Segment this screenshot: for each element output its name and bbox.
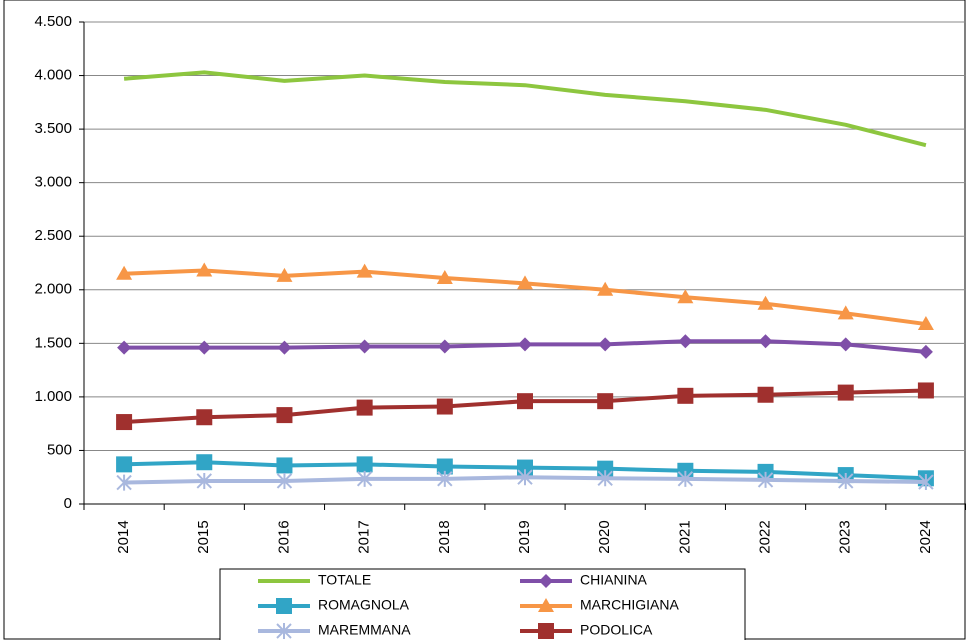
legend-label: MAREMMANA: [318, 622, 411, 638]
legend-marker: [538, 598, 554, 612]
data-marker: [277, 340, 292, 355]
y-tick-label: 3.500: [34, 120, 72, 137]
data-marker: [757, 471, 774, 488]
legend-marker: [276, 598, 292, 614]
data-marker: [436, 398, 453, 415]
x-tick-label: 2017: [356, 520, 373, 553]
data-marker: [597, 460, 614, 477]
x-tick-label: 2014: [115, 520, 132, 553]
data-marker: [758, 334, 773, 349]
data-marker: [117, 340, 132, 355]
legend: TOTALE CHIANINA ROMAGNOLA MARCHIGIANA MAREMM…: [219, 568, 746, 640]
legend-label: MARCHIGIANA: [580, 597, 679, 613]
x-tick-label: 2021: [676, 520, 693, 553]
data-marker: [276, 267, 293, 282]
data-marker: [837, 384, 854, 401]
data-marker: [677, 289, 694, 304]
data-marker: [597, 281, 614, 296]
data-marker: [196, 409, 213, 426]
data-marker: [356, 399, 373, 416]
legend-label: CHIANINA: [580, 572, 648, 588]
data-marker: [837, 305, 854, 320]
data-marker: [437, 339, 452, 354]
data-marker: [517, 469, 533, 486]
y-tick-label: 500: [47, 441, 72, 458]
x-tick-label: 2023: [837, 520, 854, 553]
data-marker: [597, 470, 613, 487]
data-marker: [116, 265, 133, 280]
data-marker: [918, 344, 933, 359]
data-marker: [838, 337, 853, 352]
x-tick-label: 2015: [195, 520, 212, 553]
data-marker: [116, 456, 133, 473]
data-marker: [918, 474, 934, 491]
y-tick-label: 0: [64, 495, 72, 512]
data-marker: [598, 337, 613, 352]
data-marker: [917, 316, 934, 331]
data-marker: [357, 339, 372, 354]
data-marker: [917, 382, 934, 399]
data-marker: [436, 458, 453, 475]
x-tick-label: 2020: [596, 520, 613, 553]
data-marker: [678, 334, 693, 349]
data-marker: [116, 414, 133, 431]
data-marker: [757, 386, 774, 403]
x-tick-label: 2016: [275, 520, 292, 553]
legend-label: PODOLICA: [580, 622, 653, 638]
y-tick-label: 4.000: [34, 67, 72, 84]
x-tick-label: 2024: [917, 520, 934, 553]
data-marker: [437, 470, 453, 487]
data-marker: [517, 393, 533, 410]
series-line: [123, 70, 927, 148]
y-tick-label: 3.000: [34, 174, 72, 191]
chart-border: [3, 0, 966, 640]
data-marker: [276, 457, 293, 474]
data-marker: [276, 407, 293, 424]
y-tick-label: 1.000: [34, 388, 72, 405]
data-marker: [597, 393, 614, 410]
data-marker: [757, 295, 774, 310]
legend-label: ROMAGNOLA: [318, 597, 410, 613]
legend-marker: [276, 623, 292, 639]
data-marker: [517, 459, 533, 476]
x-tick-label: 2022: [757, 520, 774, 553]
y-tick-label: 2.000: [34, 281, 72, 298]
x-tick-label: 2018: [436, 520, 453, 553]
data-marker: [276, 472, 293, 489]
legend-label: TOTALE: [318, 572, 371, 588]
data-marker: [356, 456, 373, 473]
y-tick-label: 2.500: [34, 227, 72, 244]
data-marker: [196, 262, 213, 277]
data-marker: [356, 263, 373, 278]
data-marker: [838, 472, 854, 489]
data-marker: [436, 269, 453, 284]
data-marker: [677, 470, 694, 487]
data-marker: [677, 387, 694, 404]
data-marker: [356, 470, 373, 487]
data-marker: [517, 275, 533, 290]
y-tick-label: 1.500: [34, 334, 72, 351]
data-marker: [196, 454, 213, 471]
data-marker: [518, 337, 532, 352]
x-tick-label: 2019: [516, 520, 533, 553]
legend-marker: [539, 574, 553, 588]
data-marker: [116, 474, 132, 491]
y-tick-label: 4.500: [34, 13, 72, 30]
data-marker: [197, 340, 212, 355]
data-marker: [196, 472, 212, 489]
legend-marker: [538, 623, 554, 639]
